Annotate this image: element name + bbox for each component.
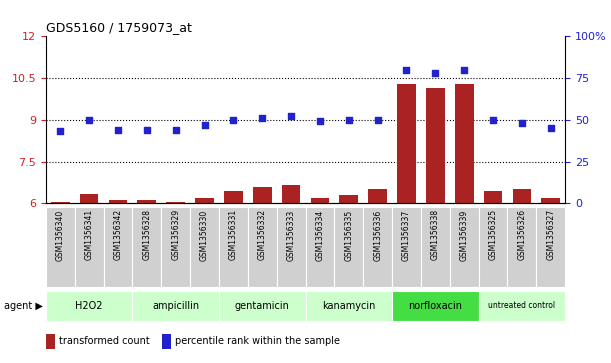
Text: GSM1356327: GSM1356327 — [546, 209, 555, 260]
Bar — [306, 207, 334, 287]
Point — [517, 120, 527, 126]
Bar — [219, 207, 248, 287]
Bar — [190, 207, 219, 287]
Point — [315, 119, 325, 125]
Point — [344, 117, 354, 123]
Bar — [478, 291, 565, 321]
Text: GSM1356325: GSM1356325 — [489, 209, 497, 260]
Bar — [79, 193, 98, 203]
Bar — [248, 207, 277, 287]
Bar — [161, 207, 190, 287]
Bar — [310, 198, 329, 203]
Point — [401, 67, 411, 73]
Bar — [455, 83, 474, 203]
Bar — [219, 291, 306, 321]
Text: GDS5160 / 1759073_at: GDS5160 / 1759073_at — [46, 21, 192, 34]
Bar — [421, 207, 450, 287]
Text: percentile rank within the sample: percentile rank within the sample — [175, 336, 340, 346]
Bar — [75, 207, 103, 287]
Text: GSM1356326: GSM1356326 — [518, 209, 527, 260]
Text: GSM1356331: GSM1356331 — [229, 209, 238, 260]
Point — [373, 117, 382, 123]
Bar — [541, 198, 560, 203]
Point — [488, 117, 498, 123]
Text: ampicillin: ampicillin — [152, 301, 199, 311]
Text: agent ▶: agent ▶ — [4, 301, 43, 311]
Text: GSM1356341: GSM1356341 — [84, 209, 93, 260]
Bar — [137, 200, 156, 203]
Point — [142, 127, 152, 133]
Point — [113, 127, 123, 133]
Point — [200, 122, 210, 128]
Bar — [392, 207, 421, 287]
Point — [229, 117, 238, 123]
Bar — [46, 291, 133, 321]
Bar — [363, 207, 392, 287]
Bar — [508, 207, 536, 287]
Bar — [133, 207, 161, 287]
Text: GSM1356333: GSM1356333 — [287, 209, 296, 261]
Bar — [450, 207, 478, 287]
Text: transformed count: transformed count — [59, 336, 149, 346]
Bar — [109, 200, 127, 203]
Text: GSM1356337: GSM1356337 — [402, 209, 411, 261]
Bar — [277, 207, 306, 287]
Bar — [368, 189, 387, 203]
Text: GSM1356336: GSM1356336 — [373, 209, 382, 261]
Text: GSM1356328: GSM1356328 — [142, 209, 152, 260]
Bar — [513, 189, 532, 203]
Bar — [46, 207, 75, 287]
Text: GSM1356332: GSM1356332 — [258, 209, 267, 260]
Text: GSM1356339: GSM1356339 — [459, 209, 469, 261]
Point — [170, 127, 181, 133]
Bar — [397, 83, 416, 203]
Point — [459, 67, 469, 73]
Bar — [536, 207, 565, 287]
Point — [84, 117, 94, 123]
Text: H2O2: H2O2 — [75, 301, 103, 311]
Text: GSM1356342: GSM1356342 — [114, 209, 122, 260]
Bar — [484, 191, 502, 203]
Bar — [51, 202, 70, 203]
Bar — [334, 207, 363, 287]
Point — [56, 129, 65, 134]
Bar — [306, 291, 392, 321]
Point — [257, 115, 267, 121]
Bar — [195, 198, 214, 203]
Text: GSM1356335: GSM1356335 — [344, 209, 353, 261]
Text: kanamycin: kanamycin — [322, 301, 376, 311]
Text: GSM1356338: GSM1356338 — [431, 209, 440, 260]
Bar — [162, 334, 171, 349]
Bar — [339, 195, 358, 203]
Bar — [46, 334, 55, 349]
Text: GSM1356340: GSM1356340 — [56, 209, 65, 261]
Bar — [166, 202, 185, 203]
Point — [430, 70, 440, 76]
Bar — [103, 207, 133, 287]
Bar — [282, 185, 301, 203]
Bar — [133, 291, 219, 321]
Bar — [426, 88, 445, 203]
Text: GSM1356330: GSM1356330 — [200, 209, 209, 261]
Bar — [224, 191, 243, 203]
Text: norfloxacin: norfloxacin — [408, 301, 463, 311]
Bar — [478, 207, 508, 287]
Point — [286, 114, 296, 119]
Bar — [253, 187, 272, 203]
Text: untreated control: untreated control — [488, 301, 555, 310]
Text: GSM1356329: GSM1356329 — [171, 209, 180, 260]
Text: GSM1356334: GSM1356334 — [315, 209, 324, 261]
Bar — [392, 291, 478, 321]
Point — [546, 125, 555, 131]
Text: gentamicin: gentamicin — [235, 301, 290, 311]
